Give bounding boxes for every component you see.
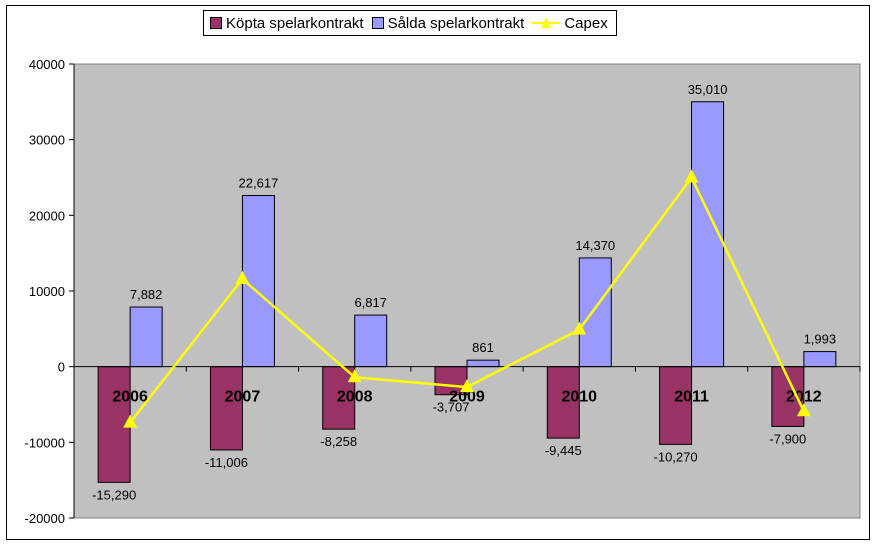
y-tick-label: 20000 (29, 208, 65, 223)
bar-kopta-2010 (546, 366, 580, 439)
x-tick-label: 2009 (449, 389, 485, 406)
x-tick-label: 2012 (786, 389, 822, 406)
data-label: 7,882 (130, 287, 163, 302)
bar-kopta-2008 (322, 366, 356, 430)
legend: Köpta spelarkontrakt Sålda spelarkontrak… (203, 10, 617, 36)
legend-item-salda: Sålda spelarkontrakt (371, 14, 525, 32)
bar-salda-2006 (129, 306, 163, 368)
plot-area (73, 63, 861, 519)
x-tick-label: 2006 (112, 389, 148, 406)
legend-label-capex: Capex (564, 14, 608, 32)
y-tick-label: -10000 (25, 435, 65, 450)
x-tick-label: 2008 (337, 389, 373, 406)
bar-kopta-2011 (659, 366, 693, 445)
bar-salda-2010 (578, 257, 612, 368)
bar-salda-2008 (354, 314, 388, 368)
capex-point-2011 (684, 169, 699, 183)
x-tick-label: 2010 (561, 389, 597, 406)
data-label: -7,900 (769, 431, 806, 446)
bar-kopta-2007 (209, 366, 243, 451)
bar-salda-2012 (803, 351, 837, 368)
x-tick-label: 2007 (225, 389, 261, 406)
data-label: 14,370 (575, 238, 615, 253)
y-tick-label: 30000 (29, 133, 65, 148)
data-label: -3,707 (433, 400, 470, 415)
data-label: 1,993 (804, 332, 837, 347)
legend-swatch-kopta (210, 17, 222, 29)
y-tick-label: 40000 (29, 57, 65, 72)
legend-item-kopta: Köpta spelarkontrakt (210, 15, 364, 32)
legend-swatch-salda (371, 17, 384, 29)
data-label: 35,010 (688, 82, 728, 97)
data-label: 22,617 (239, 176, 279, 191)
capex-point-2009 (460, 379, 474, 393)
capex-point-2010 (572, 321, 587, 335)
capex-point-2007 (235, 270, 250, 284)
data-label: -9,445 (545, 443, 582, 458)
legend-item-capex: Capex (532, 14, 608, 32)
capex-point-2012 (796, 403, 811, 417)
data-label: -8,258 (320, 434, 357, 449)
bar-salda-2009 (466, 359, 500, 368)
y-tick-label: -20000 (25, 511, 65, 526)
capex-point-2006 (123, 414, 138, 428)
y-tick-label: 10000 (29, 284, 65, 299)
x-tick-label: 2011 (674, 389, 709, 406)
data-label: -15,290 (92, 487, 136, 502)
data-label: 861 (472, 340, 494, 355)
legend-swatch-capex (532, 17, 561, 28)
data-label: -10,270 (654, 449, 698, 464)
y-tick-label: 0 (58, 360, 65, 375)
capex-point-2008 (347, 369, 362, 383)
legend-label-kopta: Köpta spelarkontrakt (226, 14, 364, 32)
bar-kopta-2006 (97, 366, 131, 483)
legend-label-salda: Sålda spelarkontrakt (387, 14, 525, 32)
data-label: -11,006 (205, 455, 248, 470)
data-label: 6,817 (354, 295, 387, 310)
